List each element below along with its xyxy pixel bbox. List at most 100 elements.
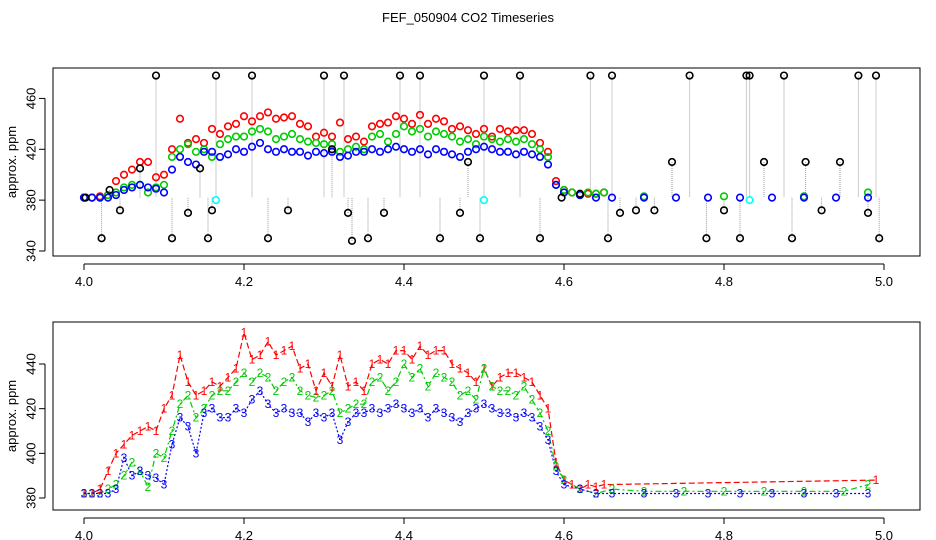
point-0000ff [247, 142, 257, 151]
series-label-2: 2 [433, 366, 440, 380]
series-label-1: 1 [321, 366, 328, 380]
series-label-1: 1 [593, 480, 600, 494]
point-0000ff [303, 151, 313, 160]
series-label-1: 1 [513, 366, 520, 380]
series-label-1: 1 [425, 348, 432, 362]
series-label-2: 2 [409, 370, 416, 384]
series-label-1: 1 [353, 375, 360, 389]
x-tick-label: 4.8 [715, 528, 733, 540]
series-label-2: 2 [489, 379, 496, 393]
point-000000 [719, 206, 729, 215]
series-label-2: 2 [233, 375, 240, 389]
series-label-1: 1 [521, 370, 528, 384]
series-label-2: 2 [417, 361, 424, 375]
point-00cc00 [119, 183, 129, 192]
series-label-3: 3 [353, 406, 360, 420]
point-ff0000 [375, 119, 385, 128]
series-label-3: 3 [497, 406, 504, 420]
series-label-3: 3 [449, 411, 456, 425]
series-label-3: 3 [377, 406, 384, 420]
point-00cc00 [391, 129, 401, 139]
y-tick-label: 420 [23, 138, 38, 160]
point-ff0000 [231, 119, 241, 128]
top-x-axis: 4.0 4.2 4.4 4.6 4.8 5.0 [75, 263, 893, 289]
point-ff0000 [351, 132, 361, 141]
series-label-3: 3 [217, 411, 224, 425]
series-label-2: 2 [137, 464, 144, 478]
point-0000ff [343, 151, 353, 160]
series-label-2: 2 [593, 487, 600, 501]
point-00cc00 [279, 132, 289, 141]
point-0000ff [175, 152, 185, 162]
point-00cc00 [359, 145, 369, 154]
point-0000ff [239, 147, 249, 156]
top-plot-frame [52, 67, 921, 257]
series-label-1: 1 [345, 379, 352, 393]
point-ff0000 [287, 112, 297, 121]
point-000000 [97, 234, 106, 243]
point-00cc00 [447, 132, 457, 141]
series-label-2: 2 [169, 424, 176, 438]
series-label-2: 2 [305, 388, 312, 402]
series-label-1: 1 [873, 473, 880, 487]
point-000000 [435, 234, 445, 243]
point-000000 [207, 206, 217, 215]
series-label-3: 3 [273, 406, 280, 420]
series-label-2: 2 [153, 446, 160, 460]
point-ff0000 [207, 124, 217, 134]
series-label-1: 1 [377, 353, 384, 367]
point-00cc00 [199, 145, 209, 154]
point-ff0000 [295, 119, 305, 128]
point-00cc00 [519, 135, 529, 144]
point-0000ff [407, 147, 417, 156]
point-0000ff [767, 193, 777, 202]
series-label-1: 1 [129, 428, 136, 442]
point-0000ff [119, 185, 129, 195]
point-000000 [603, 234, 613, 243]
point-00cc00 [567, 188, 577, 197]
point-000000 [759, 157, 769, 167]
point-ff0000 [391, 112, 401, 121]
series-label-3: 3 [105, 487, 112, 501]
point-000000 [327, 145, 337, 154]
point-000000 [535, 234, 545, 243]
series-label-3: 3 [193, 446, 200, 460]
point-000000 [81, 193, 90, 202]
point-ff0000 [343, 135, 353, 144]
series-label-2: 2 [297, 384, 304, 398]
point-000000 [735, 234, 745, 243]
series-label-3: 3 [257, 384, 264, 398]
point-000000 [363, 234, 373, 243]
point-0000ff [463, 147, 473, 156]
point-00cc00 [503, 135, 513, 144]
point-0000ff [159, 188, 169, 197]
point-ff0000 [303, 122, 313, 131]
y-tick-label: 400 [23, 442, 38, 464]
point-000000 [167, 234, 177, 243]
series-label-1: 1 [569, 478, 576, 492]
series-label-3: 3 [833, 487, 840, 501]
series-label-3: 3 [201, 406, 208, 420]
series-label-1: 1 [193, 388, 200, 402]
series-label-1: 1 [393, 344, 400, 358]
y-tick-label: 380 [23, 487, 38, 509]
point-0000ff [183, 157, 193, 167]
point-000000 [801, 157, 810, 167]
point-00ffff [211, 196, 221, 205]
point-00cc00 [255, 124, 265, 134]
series-label-2: 2 [761, 484, 768, 498]
series-line-1 [84, 330, 877, 495]
series-label-2: 2 [537, 406, 544, 420]
series-label-1: 1 [265, 335, 272, 349]
series-label-2: 2 [561, 473, 568, 487]
point-ff0000 [119, 170, 129, 179]
series-label-1: 1 [241, 326, 248, 340]
point-0000ff [671, 193, 681, 202]
series-label-1: 1 [433, 344, 440, 358]
point-00cc00 [535, 145, 545, 154]
series-label-3: 3 [209, 402, 216, 416]
series-label-1: 1 [281, 344, 288, 358]
point-ff0000 [495, 124, 505, 134]
series-label-3: 3 [553, 464, 560, 478]
series-label-1: 1 [305, 357, 312, 371]
